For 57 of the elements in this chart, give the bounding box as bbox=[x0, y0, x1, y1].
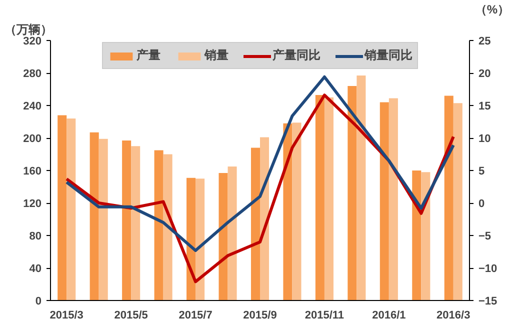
legend-label: 产量 bbox=[136, 47, 160, 64]
x-tick-label: 2015/5 bbox=[114, 310, 148, 322]
y-tick-label: 40 bbox=[29, 263, 42, 275]
y2-tick-label: 25 bbox=[478, 36, 491, 48]
y2-tick-label: 5 bbox=[478, 166, 485, 178]
bar bbox=[292, 122, 302, 300]
bar bbox=[388, 98, 398, 300]
bar bbox=[228, 166, 237, 300]
x-tick-label: 2015/11 bbox=[304, 310, 344, 322]
y2-tick-label: 10 bbox=[478, 133, 491, 145]
bar bbox=[58, 115, 67, 300]
bar bbox=[196, 178, 205, 300]
y2-tick-label: −15 bbox=[478, 296, 498, 308]
y2-tick-label: −10 bbox=[478, 263, 498, 275]
bar bbox=[250, 148, 260, 300]
x-tick-label: 2016/1 bbox=[372, 310, 406, 322]
bar bbox=[348, 86, 357, 300]
bar bbox=[283, 123, 292, 300]
bar bbox=[412, 170, 422, 300]
bar bbox=[324, 97, 334, 300]
y-tick-label: 80 bbox=[29, 230, 42, 242]
y-axis-title: （万辆） bbox=[4, 22, 52, 36]
bar bbox=[154, 150, 164, 300]
y-tick-label: 0 bbox=[35, 296, 42, 308]
bar bbox=[218, 172, 228, 300]
y2-tick-label: −5 bbox=[478, 230, 492, 242]
bar bbox=[90, 132, 99, 300]
y-tick-label: 120 bbox=[23, 198, 42, 210]
x-tick-label: 2016/3 bbox=[436, 310, 470, 322]
x-tick-label: 2015/9 bbox=[243, 310, 277, 322]
y2-tick-label: 20 bbox=[478, 68, 491, 80]
bar bbox=[186, 178, 196, 300]
line-series bbox=[65, 75, 455, 252]
bar bbox=[444, 96, 454, 300]
legend-label: 销量同比 bbox=[364, 47, 412, 64]
bar bbox=[453, 103, 462, 300]
bar bbox=[98, 138, 108, 300]
y2-tick-label: 15 bbox=[478, 100, 491, 112]
bar bbox=[131, 146, 140, 300]
y-tick-label: 240 bbox=[23, 100, 42, 112]
bar bbox=[66, 118, 76, 300]
x-tick-label: 2015/3 bbox=[50, 310, 84, 322]
bar bbox=[356, 75, 366, 300]
bar bbox=[122, 140, 132, 300]
x-tick-label: 2015/7 bbox=[178, 310, 212, 322]
bar bbox=[163, 154, 172, 300]
y2-axis-title: （%） bbox=[474, 2, 510, 16]
y-tick-label: 320 bbox=[23, 36, 42, 48]
bar bbox=[315, 94, 324, 300]
y-tick-label: 200 bbox=[23, 133, 42, 145]
y-tick-label: 160 bbox=[23, 166, 42, 178]
bar bbox=[380, 102, 389, 300]
legend-label: 销量 bbox=[204, 47, 228, 64]
bar bbox=[421, 172, 430, 300]
legend-label: 产量同比 bbox=[272, 47, 320, 64]
y2-tick-label: 0 bbox=[478, 198, 485, 210]
y-tick-label: 280 bbox=[23, 68, 42, 80]
